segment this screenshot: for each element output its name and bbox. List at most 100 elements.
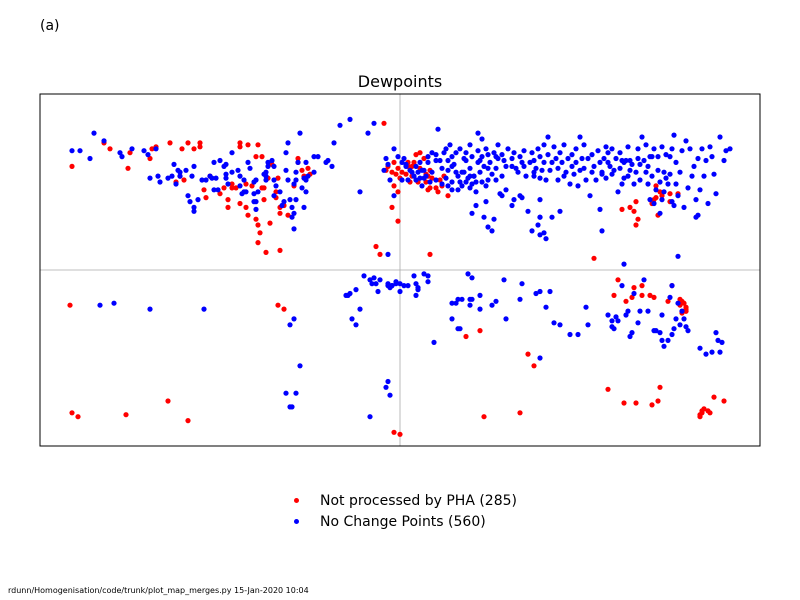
data-point <box>447 142 453 148</box>
data-point <box>391 183 397 189</box>
data-point <box>191 204 197 210</box>
data-point <box>237 200 243 207</box>
data-point <box>303 189 309 195</box>
data-point <box>673 159 679 165</box>
data-point <box>587 193 593 199</box>
data-point <box>551 144 557 150</box>
data-point <box>275 302 281 308</box>
data-point <box>595 148 601 154</box>
data-point <box>255 189 261 195</box>
data-point <box>255 142 261 148</box>
data-point <box>295 159 301 165</box>
data-point <box>519 159 525 165</box>
data-point <box>291 226 297 232</box>
data-point <box>721 157 727 164</box>
data-point <box>651 200 657 207</box>
data-point <box>467 165 473 171</box>
data-point <box>665 337 671 343</box>
data-point <box>295 155 301 162</box>
data-point <box>453 300 459 306</box>
data-point <box>691 163 697 169</box>
data-point <box>605 159 611 165</box>
data-point <box>483 183 489 189</box>
data-point <box>551 320 557 326</box>
data-point <box>457 179 463 185</box>
data-point <box>445 183 451 189</box>
plot-frame <box>39 93 761 447</box>
data-point <box>553 155 559 162</box>
data-point <box>565 155 571 162</box>
data-point <box>155 173 161 179</box>
data-point <box>667 294 673 300</box>
data-point <box>673 316 679 322</box>
data-point <box>525 351 531 357</box>
data-point <box>217 157 223 164</box>
data-point <box>463 179 469 185</box>
data-point <box>415 287 421 293</box>
data-point <box>449 300 455 306</box>
data-point <box>209 175 215 181</box>
data-point <box>353 287 359 293</box>
data-point <box>659 144 665 150</box>
data-point <box>625 144 631 150</box>
data-point <box>123 412 129 418</box>
data-point <box>609 146 615 152</box>
data-point <box>331 140 337 146</box>
data-point <box>283 390 289 396</box>
data-point <box>237 140 243 146</box>
data-point <box>693 197 699 203</box>
data-point <box>681 300 687 306</box>
data-point <box>237 173 243 179</box>
data-point <box>555 165 561 171</box>
data-point <box>633 199 639 205</box>
data-point <box>275 175 281 181</box>
data-point <box>173 181 179 187</box>
data-point <box>649 173 655 179</box>
data-point <box>187 199 193 205</box>
data-point <box>201 306 207 312</box>
data-point <box>493 177 499 183</box>
data-point <box>509 155 515 162</box>
data-point <box>549 159 555 165</box>
data-point <box>467 142 473 148</box>
data-point <box>605 150 611 156</box>
data-point <box>521 163 527 169</box>
data-point <box>107 146 113 152</box>
data-point <box>533 290 539 297</box>
data-point <box>425 159 431 165</box>
data-point <box>293 177 299 183</box>
data-point <box>677 322 683 328</box>
data-point <box>273 183 279 189</box>
data-point <box>289 214 295 220</box>
data-point <box>597 159 603 165</box>
data-point <box>713 330 719 336</box>
data-point <box>661 169 667 175</box>
data-point <box>621 400 627 406</box>
data-point <box>389 204 395 210</box>
data-point <box>265 163 271 169</box>
data-point <box>449 154 455 160</box>
data-point <box>591 163 597 169</box>
data-point <box>267 220 273 226</box>
data-point <box>575 331 581 338</box>
data-point <box>429 169 435 175</box>
data-point <box>285 177 291 183</box>
data-point <box>261 197 267 203</box>
data-point <box>181 177 187 183</box>
data-point <box>297 363 303 369</box>
data-point <box>441 150 447 156</box>
data-point <box>623 298 629 304</box>
data-point <box>533 165 539 171</box>
data-point <box>563 169 569 175</box>
data-point <box>511 197 517 203</box>
data-point <box>709 349 715 355</box>
data-point <box>697 345 703 351</box>
data-point <box>503 163 509 169</box>
data-point <box>429 150 435 156</box>
data-point <box>727 146 733 152</box>
data-point <box>529 228 535 234</box>
data-point <box>199 177 205 183</box>
data-point <box>387 177 393 183</box>
data-point <box>391 429 397 435</box>
data-point <box>371 275 377 281</box>
